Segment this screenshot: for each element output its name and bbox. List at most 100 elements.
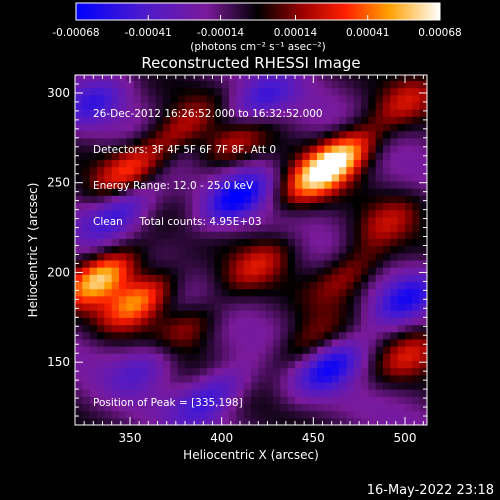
heatmap-cell: [229, 152, 237, 160]
heatmap-cell: [280, 116, 289, 125]
heatmap-cell: [243, 381, 252, 390]
heatmap-cell: [207, 231, 215, 239]
heatmap-cell: [214, 338, 223, 347]
heatmap-cell: [236, 173, 245, 182]
heatmap-cell: [199, 216, 208, 225]
heatmap-cell: [97, 152, 105, 160]
heatmap-cell: [251, 223, 259, 232]
heatmap-cell: [163, 310, 171, 318]
heatmap-cell: [317, 209, 325, 218]
heatmap-cell: [397, 381, 406, 390]
heatmap-cell: [155, 353, 164, 361]
heatmap-cell: [177, 202, 186, 211]
heatmap-cell: [155, 152, 164, 160]
heatmap-cell: [177, 417, 186, 425]
heatmap-cell: [199, 331, 208, 340]
heatmap-cell: [104, 331, 113, 340]
heatmap-cell: [273, 109, 281, 117]
heatmap-cell: [265, 417, 274, 425]
heatmap-cell: [148, 353, 157, 361]
heatmap-cell: [177, 195, 186, 204]
heatmap-cell: [229, 396, 237, 405]
heatmap-cell: [192, 238, 201, 247]
heatmap-cell: [214, 173, 223, 182]
heatmap-cell: [236, 374, 245, 383]
heatmap-cell: [185, 274, 193, 283]
heatmap-cell: [229, 353, 237, 361]
heatmap-cell: [258, 231, 267, 239]
heatmap-cell: [148, 209, 157, 218]
heatmap-cell: [89, 267, 98, 275]
heatmap-cell: [302, 310, 311, 318]
heatmap-cell: [324, 166, 333, 175]
heatmap-cell: [126, 94, 135, 103]
heatmap-cell: [339, 367, 347, 376]
heatmap-cell: [119, 410, 127, 419]
heatmap-cell: [302, 123, 311, 132]
heatmap-cell: [368, 94, 377, 103]
heatmap-cell: [265, 267, 274, 275]
heatmap-cell: [346, 389, 355, 397]
heatmap-cell: [170, 346, 179, 354]
heatmap-cell: [192, 159, 201, 168]
heatmap-cell: [141, 195, 149, 204]
heatmap-cell: [126, 331, 135, 340]
heatmap-cell: [309, 396, 318, 405]
heatmap-cell: [104, 274, 113, 283]
heatmap-cell: [331, 302, 340, 311]
heatmap-cell: [133, 216, 142, 225]
heatmap-cell: [412, 288, 421, 297]
heatmap-cell: [383, 130, 391, 139]
heatmap-cell: [155, 130, 164, 139]
heatmap-cell: [331, 123, 340, 132]
heatmap-cell: [397, 116, 406, 125]
heatmap-cell: [302, 109, 311, 117]
heatmap-cell: [155, 274, 164, 283]
heatmap-cell: [339, 410, 347, 419]
heatmap-cell: [236, 80, 245, 89]
heatmap-cell: [192, 180, 201, 189]
heatmap-cell: [251, 381, 259, 390]
heatmap-cell: [97, 159, 105, 168]
heatmap-cell: [104, 324, 113, 333]
heatmap-cell: [405, 295, 413, 304]
heatmap-cell: [368, 166, 377, 175]
heatmap-cell: [302, 188, 311, 196]
heatmap-cell: [141, 374, 149, 383]
heatmap-cell: [177, 310, 186, 318]
heatmap-cell: [258, 159, 267, 168]
heatmap-cell: [361, 145, 369, 153]
heatmap-cell: [185, 216, 193, 225]
heatmap-cell: [111, 396, 120, 405]
heatmap-cell: [163, 259, 171, 268]
heatmap-cell: [405, 338, 413, 347]
heatmap-cell: [229, 288, 237, 297]
heatmap-cell: [412, 216, 421, 225]
heatmap-cell: [339, 216, 347, 225]
heatmap-cell: [375, 87, 384, 96]
heatmap-cell: [383, 238, 391, 247]
heatmap-cell: [97, 195, 105, 204]
heatmap-cell: [265, 381, 274, 390]
heatmap-cell: [214, 389, 223, 397]
heatmap-cell: [265, 245, 274, 254]
heatmap-cell: [185, 338, 193, 347]
heatmap-cell: [97, 166, 105, 175]
heatmap-cell: [236, 281, 245, 290]
heatmap-cell: [104, 216, 113, 225]
heatmap-cell: [412, 310, 421, 318]
heatmap-cell: [97, 123, 105, 132]
heatmap-cell: [287, 267, 296, 275]
heatmap-cell: [133, 80, 142, 89]
heatmap-cell: [375, 145, 384, 153]
heatmap-cell: [251, 331, 259, 340]
heatmap-cell: [170, 367, 179, 376]
heatmap-cell: [405, 202, 413, 211]
heatmap-cell: [82, 288, 91, 297]
heatmap-cell: [89, 101, 98, 110]
heatmap-cell: [265, 145, 274, 153]
heatmap-cell: [405, 123, 413, 132]
heatmap-cell: [192, 231, 201, 239]
heatmap-cell: [133, 324, 142, 333]
heatmap-cell: [236, 180, 245, 189]
